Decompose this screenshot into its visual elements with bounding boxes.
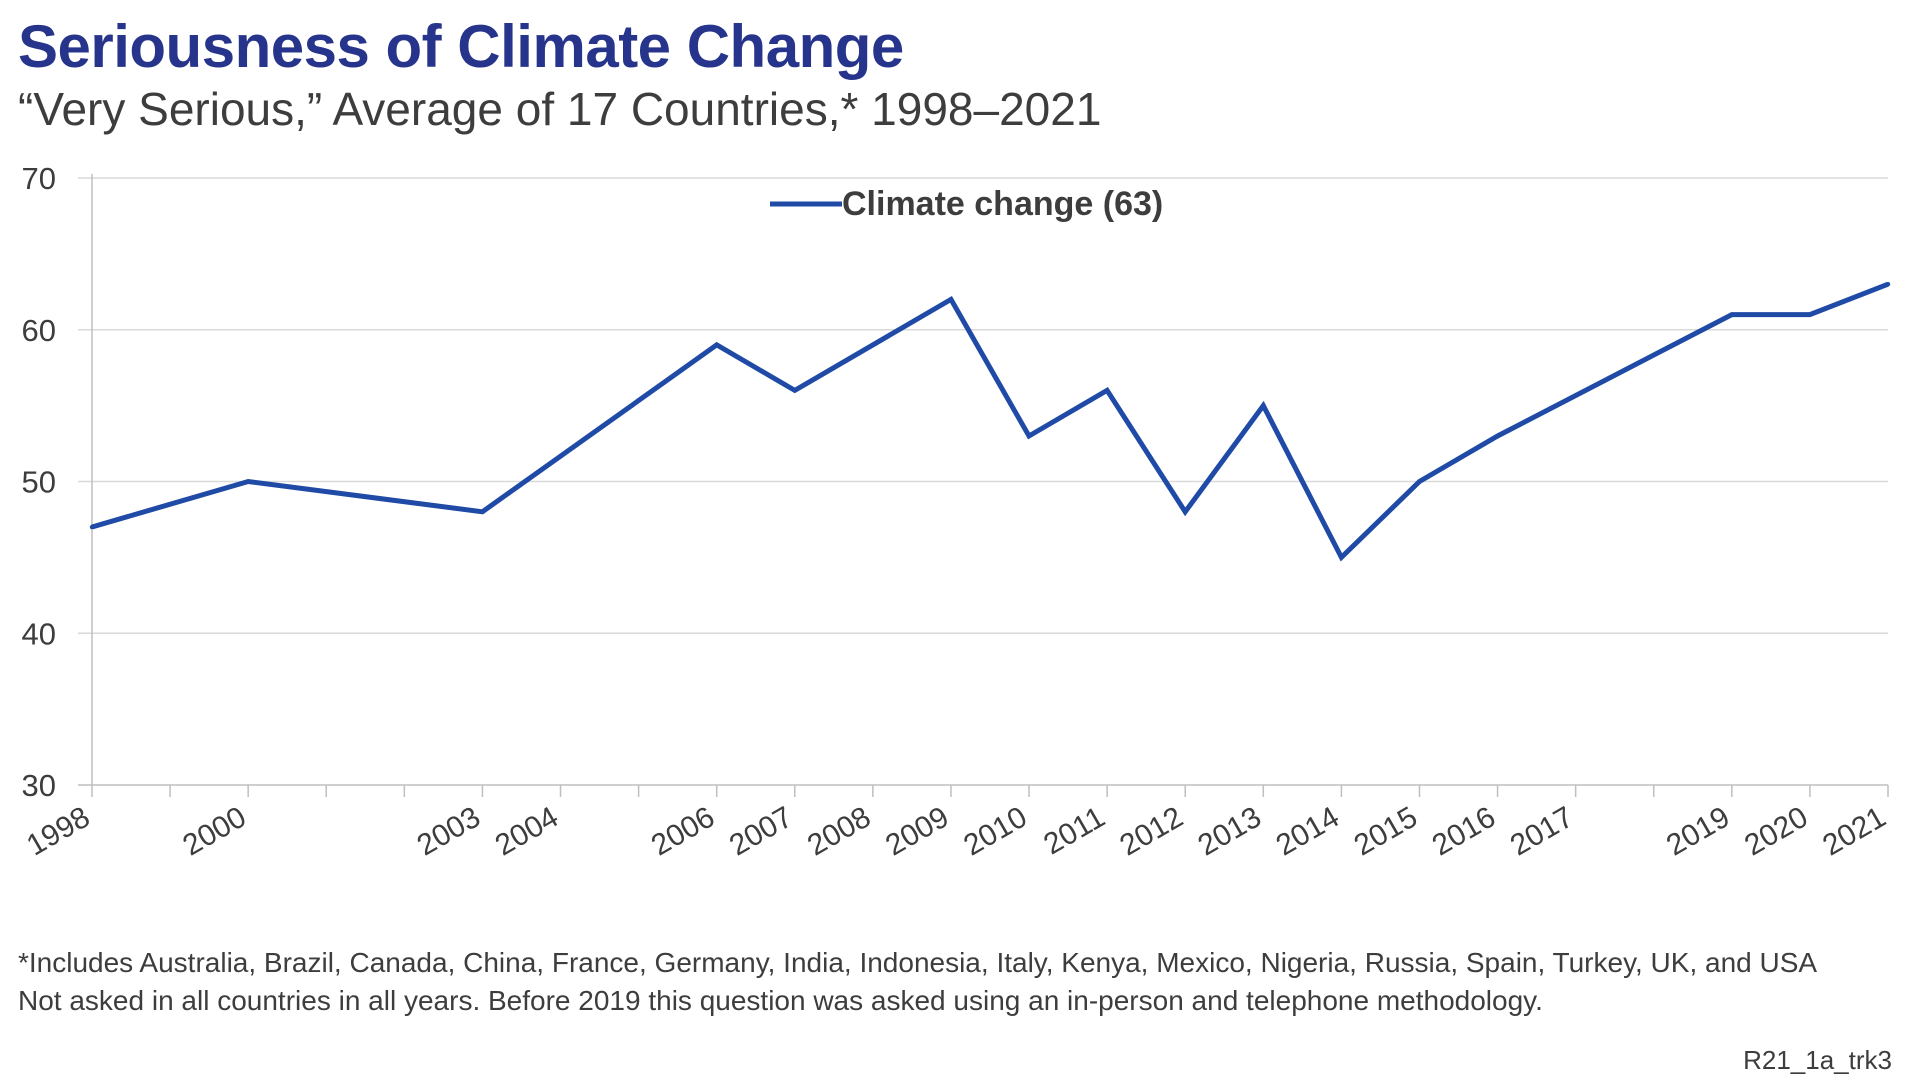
data-point [1261,403,1266,408]
x-tick-label: 2012 [1114,800,1188,862]
x-tick-label: 2006 [646,800,720,862]
x-tick-label: 2009 [880,800,954,862]
chart-legend: Climate change (63) [770,185,1163,223]
x-tick-label: 2011 [1038,800,1110,861]
data-point [948,297,954,302]
footnote-countries: *Includes Australia, Brazil, Canada, Chi… [18,947,1818,978]
data-point [792,388,797,393]
data-point [1339,555,1344,560]
y-tick-label: 30 [22,768,56,803]
chart-title: Seriousness of Climate Change [18,13,904,80]
data-point [480,509,485,515]
x-tick-label: 2010 [958,800,1032,862]
data-point [245,479,251,484]
footnote-methodology: Not asked in all countries in all years.… [18,985,1543,1016]
data-point [1026,433,1032,439]
x-tick-label: 2014 [1271,800,1345,862]
legend-label: Climate change (63) [842,185,1163,223]
x-tick-label: 1998 [21,800,95,862]
x-tick-label: 2008 [802,800,876,862]
x-tick-label: 2013 [1192,800,1266,862]
data-point [1729,312,1735,317]
y-tick-label: 70 [22,161,56,196]
x-tick-label: 2016 [1427,800,1501,862]
x-tick-label: 2000 [177,800,251,862]
data-point [1885,282,1891,287]
series-line-0 [91,281,1889,562]
data-point [1807,312,1813,317]
x-tick-label: 2020 [1739,800,1813,862]
x-tick-label: 2004 [490,800,564,862]
data-point [1495,433,1500,439]
data-point [89,524,95,530]
x-tick-label: 2003 [412,800,486,862]
data-point [1417,479,1422,484]
data-point [1183,509,1188,515]
data-point [1104,388,1110,393]
y-tick-label: 40 [22,616,56,651]
y-tick-label: 50 [22,465,56,500]
series-layer [89,281,1891,562]
y-tick-label: 60 [22,313,56,348]
x-tick-label: 2015 [1349,800,1423,862]
chart-subtitle: “Very Serious,” Average of 17 Countries,… [18,83,1102,135]
source-id: R21_1a_trk3 [1743,1045,1892,1075]
data-point [714,342,719,348]
x-tick-label: 2019 [1661,800,1735,862]
x-tick-label: 2017 [1505,800,1579,862]
x-tick-label: 2007 [724,800,798,862]
grid-layer [78,177,1888,786]
x-tick-label: 2021 [1817,800,1891,862]
